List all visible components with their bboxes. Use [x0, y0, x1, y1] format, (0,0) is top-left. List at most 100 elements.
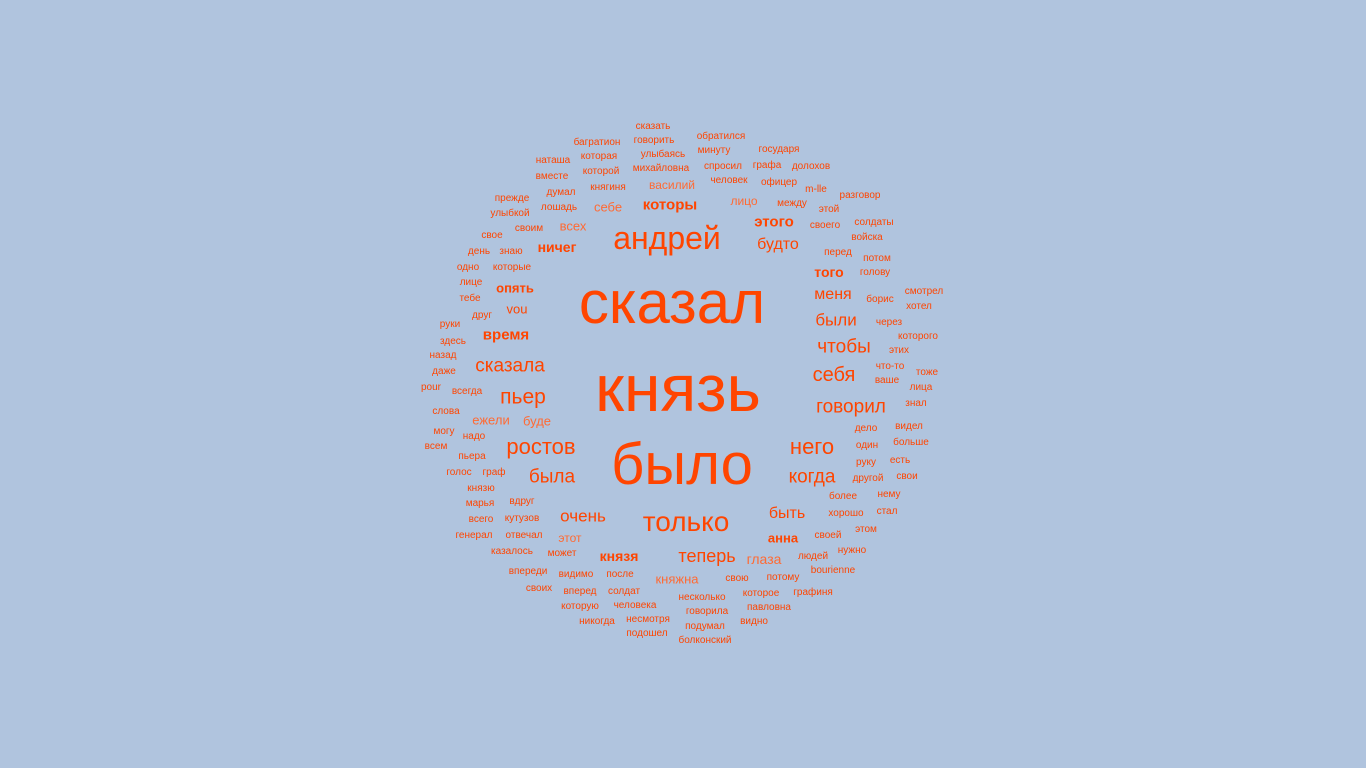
cloud-word: одно	[456, 262, 480, 273]
cloud-word: кутузов	[504, 513, 540, 524]
cloud-word: тебе	[459, 293, 481, 304]
cloud-word: могу	[433, 426, 455, 437]
cloud-word: когда	[788, 466, 836, 488]
cloud-word: княжна	[655, 571, 699, 587]
cloud-word: более	[828, 491, 858, 502]
cloud-word: потому	[766, 572, 800, 583]
cloud-word: своего	[809, 220, 841, 231]
cloud-word: pour	[420, 382, 442, 393]
cloud-word: даже	[432, 366, 456, 377]
cloud-word: дело	[854, 423, 878, 434]
cloud-word: вдруг	[509, 496, 535, 507]
cloud-word: говорить	[633, 135, 675, 146]
cloud-word: нужно	[837, 545, 867, 556]
cloud-word: один	[855, 440, 879, 451]
cloud-word: человек	[710, 175, 748, 186]
cloud-word: слова	[432, 406, 460, 417]
cloud-word: свою	[725, 573, 749, 584]
cloud-word: перед	[824, 247, 852, 258]
cloud-word: князь	[595, 351, 761, 425]
cloud-word: думал	[546, 187, 576, 198]
cloud-word: хотел	[906, 301, 932, 312]
cloud-word: опять	[496, 280, 534, 296]
cloud-word: другой	[852, 473, 884, 484]
cloud-word: голос	[446, 467, 472, 478]
cloud-word: быть	[768, 505, 806, 522]
cloud-word: руки	[439, 319, 461, 330]
cloud-word: было	[611, 432, 753, 497]
cloud-word: несмотря	[626, 614, 670, 625]
cloud-word: болконский	[678, 635, 732, 646]
cloud-word: войска	[851, 232, 883, 243]
cloud-word: стал	[876, 506, 898, 517]
cloud-word: буде	[522, 413, 552, 429]
cloud-word: которы	[642, 196, 698, 214]
cloud-word: багратион	[573, 137, 621, 148]
cloud-word: есть	[889, 455, 911, 466]
cloud-word: людей	[797, 551, 829, 562]
cloud-word: через	[875, 317, 903, 328]
cloud-word: своим	[514, 223, 544, 234]
cloud-word: голову	[859, 267, 891, 278]
cloud-word: ничег	[537, 239, 577, 255]
cloud-word: между	[777, 198, 807, 209]
cloud-word: время	[482, 326, 530, 344]
cloud-word: михайловна	[632, 163, 690, 174]
cloud-word: обратился	[696, 131, 746, 142]
cloud-word: генерал	[455, 530, 493, 541]
cloud-word: своей	[814, 530, 842, 541]
cloud-word: анна	[767, 530, 799, 546]
cloud-word: этих	[888, 345, 910, 356]
cloud-word: борис	[866, 294, 894, 305]
cloud-word: всем	[424, 441, 448, 452]
cloud-word: василий	[648, 178, 696, 192]
cloud-word: солдаты	[854, 217, 894, 228]
cloud-word: говорил	[816, 396, 886, 418]
cloud-word: графиня	[793, 587, 833, 598]
cloud-word: казалось	[491, 546, 533, 557]
cloud-word: сказала	[475, 355, 545, 377]
cloud-word: хорошо	[828, 508, 864, 519]
cloud-word: назад	[429, 350, 457, 361]
cloud-word: графа	[752, 160, 782, 171]
cloud-word: потом	[863, 253, 891, 264]
cloud-word: лошадь	[540, 202, 578, 213]
cloud-word: ростов	[506, 434, 576, 459]
cloud-word: всего	[468, 514, 494, 525]
cloud-word: смотрел	[904, 286, 944, 297]
cloud-word: пьер	[500, 385, 546, 409]
cloud-word: друг	[472, 310, 492, 321]
cloud-word: видимо	[558, 569, 594, 580]
cloud-word: знаю	[499, 246, 523, 257]
cloud-word: павловна	[747, 602, 791, 613]
cloud-word: своих	[525, 583, 553, 594]
cloud-word: государя	[758, 144, 800, 155]
cloud-word: спросил	[704, 161, 742, 172]
cloud-word: марья	[465, 498, 495, 509]
cloud-word: себя	[812, 364, 856, 386]
cloud-word: пьера	[458, 451, 486, 462]
cloud-word: впереди	[508, 566, 548, 577]
cloud-word: никогда	[579, 616, 615, 627]
cloud-word: лицо	[730, 194, 758, 208]
cloud-word: подошел	[626, 628, 668, 639]
cloud-word: надо	[462, 431, 486, 442]
cloud-word: которая	[580, 151, 618, 162]
cloud-word: этом	[855, 524, 877, 535]
cloud-word: m-lle	[805, 184, 827, 195]
cloud-word: bourienne	[810, 565, 856, 576]
cloud-word: этой	[818, 204, 840, 215]
cloud-word: свое	[481, 230, 503, 241]
cloud-word: минуту	[697, 145, 731, 156]
cloud-word: глаза	[746, 551, 782, 567]
cloud-word: лица	[909, 382, 933, 393]
cloud-word: здесь	[440, 336, 466, 347]
cloud-word: свои	[896, 471, 918, 482]
cloud-word: этот	[558, 531, 582, 545]
cloud-word: княгиня	[590, 182, 626, 193]
cloud-word: прежде	[494, 193, 530, 204]
cloud-word: будто	[757, 236, 799, 253]
cloud-word: которую	[561, 601, 599, 612]
cloud-word: разговор	[839, 190, 881, 201]
